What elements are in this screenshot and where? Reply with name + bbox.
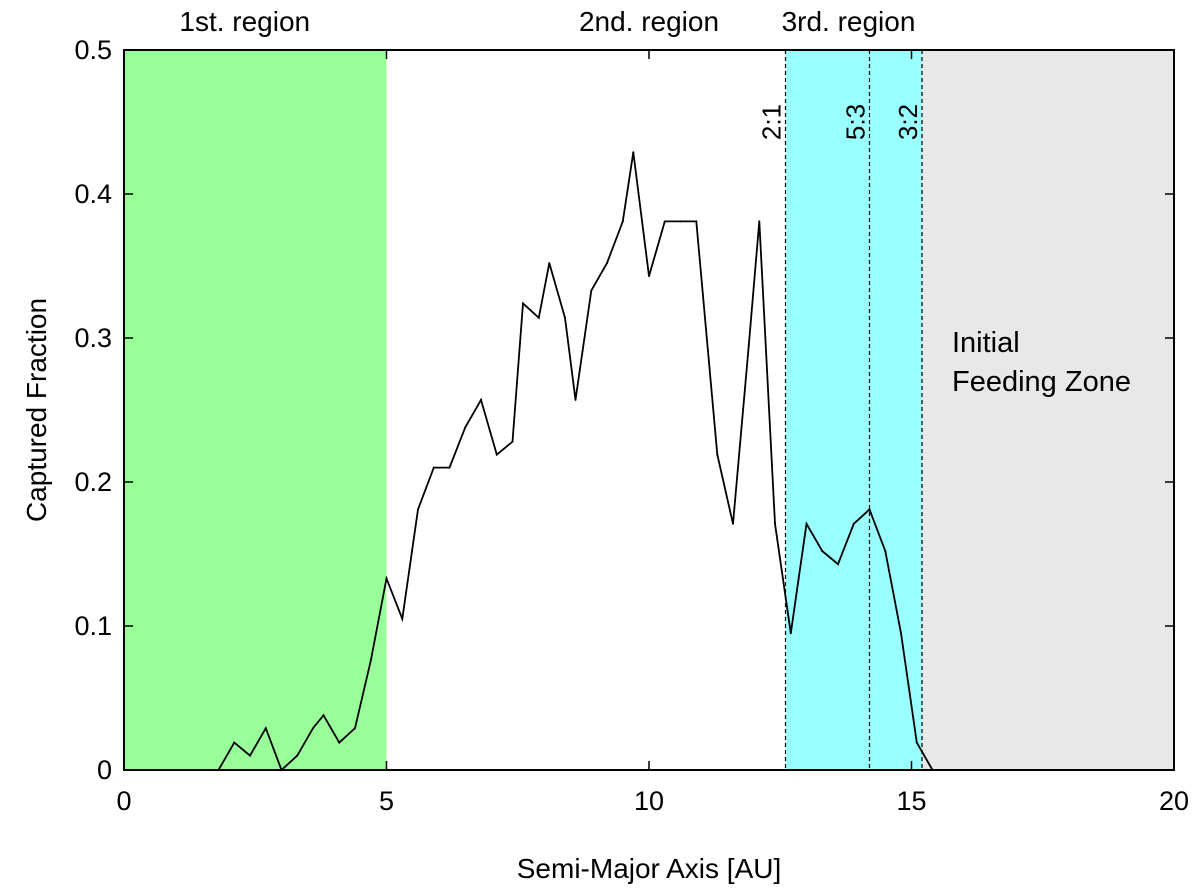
feeding-zone-label: Initial Feeding Zone <box>952 327 1131 398</box>
data-point <box>296 754 299 757</box>
data-point <box>663 220 666 223</box>
data-point <box>385 577 388 580</box>
data-point <box>522 302 524 305</box>
data-point <box>322 714 325 717</box>
data-point <box>747 344 750 347</box>
data-point <box>432 466 435 469</box>
x-tick-label: 0 <box>116 786 131 816</box>
resonance-labels: 2:1 5:3 3:2 <box>756 104 923 140</box>
x-tick-label: 10 <box>634 786 664 816</box>
y-ticks: 0 0.1 0.2 0.3 0.4 0.5 <box>74 35 1174 785</box>
y-tick-label: 0.1 <box>74 611 112 641</box>
y-tick-label: 0 <box>97 755 112 785</box>
data-point <box>606 262 608 265</box>
y-tick-label: 0.3 <box>74 323 112 353</box>
data-point <box>537 316 540 319</box>
data-point <box>511 440 514 443</box>
data-point <box>837 563 839 566</box>
data-point <box>884 550 887 553</box>
data-point <box>695 220 698 223</box>
data-point <box>369 659 372 662</box>
data-point <box>621 220 624 223</box>
data-point <box>264 727 267 730</box>
x-tick-label: 5 <box>379 786 394 816</box>
data-point <box>789 632 792 635</box>
x-tick-label: 15 <box>896 786 926 816</box>
region-label-1: 1st. region <box>179 6 310 37</box>
feeding-zone-band <box>922 50 1174 770</box>
data-point <box>495 453 498 456</box>
data-point <box>548 262 551 265</box>
data-point <box>338 741 341 744</box>
region-labels: 1st. region 2nd. region 3rd. region <box>179 6 915 37</box>
y-tick-label: 0.2 <box>74 467 112 497</box>
data-point <box>417 508 419 511</box>
series-line-1 <box>217 152 934 772</box>
data-point <box>480 398 482 401</box>
resonance-label-2-1: 2:1 <box>756 104 786 140</box>
data-point <box>564 316 566 319</box>
data-point <box>868 508 871 511</box>
y-axis-title: Captured Fraction <box>21 298 52 522</box>
data-point <box>915 741 918 744</box>
data-point <box>758 220 761 223</box>
data-point <box>401 617 404 620</box>
data-point <box>464 426 467 429</box>
data-point <box>448 466 451 469</box>
region-label-3: 3rd. region <box>782 6 916 37</box>
resonance-label-3-2: 3:2 <box>893 104 923 140</box>
data-point <box>732 522 734 525</box>
data-point <box>821 550 824 553</box>
y-tick-label: 0.5 <box>74 35 112 65</box>
feeding-zone-label-line: Initial <box>952 327 1020 359</box>
x-axis-title: Semi-Major Axis [AU] <box>517 853 782 884</box>
data-point <box>679 220 682 223</box>
data-point <box>590 289 593 292</box>
region-label-2: 2nd. region <box>579 6 719 37</box>
region-bands <box>124 50 1174 770</box>
data-point <box>354 727 356 730</box>
data-point <box>774 522 776 525</box>
feeding-zone-label-line: Feeding Zone <box>952 366 1131 398</box>
resonance-label-5-3: 5:3 <box>840 104 870 140</box>
y-tick-label: 0.4 <box>74 179 112 209</box>
x-tick-label: 20 <box>1159 786 1189 816</box>
data-point <box>249 754 251 757</box>
data-point <box>900 632 902 635</box>
data-point <box>716 453 719 456</box>
data-point <box>805 522 808 525</box>
x-ticks: 0 5 10 15 20 <box>116 50 1189 816</box>
data-point <box>852 522 855 525</box>
data-point <box>312 727 314 730</box>
data-point <box>648 275 650 278</box>
region-band-3 <box>785 50 922 770</box>
data-point <box>632 151 635 154</box>
resonance-lines <box>784 50 923 770</box>
data-point <box>233 741 236 744</box>
region-band-1 <box>124 50 387 770</box>
data-point <box>574 398 577 401</box>
